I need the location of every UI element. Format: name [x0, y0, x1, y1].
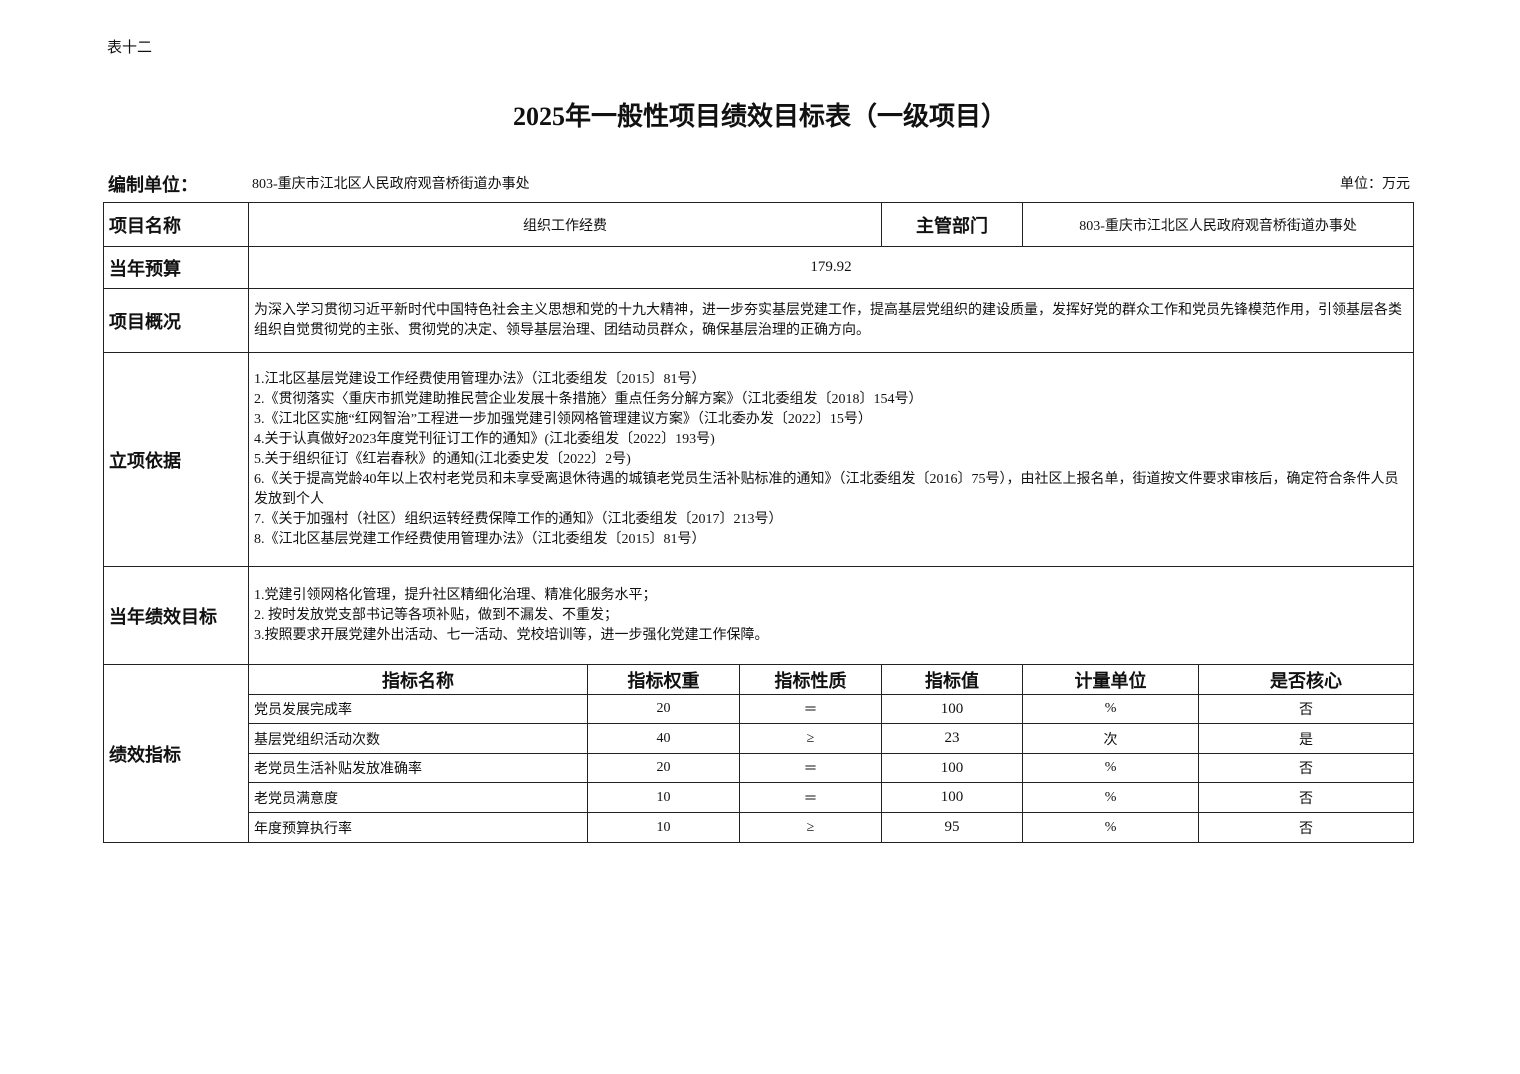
- indicator-name: 党员发展完成率: [248, 694, 588, 724]
- basis-label: 立项依据: [103, 352, 249, 567]
- indicator-nature: ≥: [738, 723, 883, 754]
- goal-item: 3.按照要求开展党建外出活动、七一活动、党校培训等，进一步强化党建工作保障。: [254, 627, 769, 643]
- project-name-label: 项目名称: [103, 202, 249, 247]
- unit-label: 单位：万元: [1340, 177, 1410, 192]
- header-core: 是否核心: [1198, 664, 1415, 695]
- indicator-core: 否: [1198, 753, 1415, 783]
- goal-item: 1.党建引领网格化管理，提升社区精细化治理、精准化服务水平；: [254, 587, 657, 603]
- indicator-value: 23: [881, 723, 1024, 754]
- indicator-unit: %: [1022, 782, 1200, 813]
- indicator-unit: %: [1022, 694, 1200, 724]
- table-row: 老党员生活补贴发放准确率 20 ＝ 100 % 否: [104, 753, 1415, 783]
- dept-label: 主管部门: [881, 202, 1024, 247]
- goal-item: 2. 按时发放党支部书记等各项补贴，做到不漏发、不重发；: [254, 607, 618, 623]
- goals-label: 当年绩效目标: [103, 566, 249, 665]
- indicator-name: 年度预算执行率: [248, 812, 588, 843]
- indicator-weight: 20: [587, 753, 740, 783]
- indicator-value: 95: [881, 812, 1024, 843]
- indicator-name: 老党员生活补贴发放准确率: [248, 753, 588, 783]
- indicator-unit: %: [1022, 753, 1200, 783]
- basis-item: 3.《江北区实施“红网智治”工程进一步加强党建引领网格管理建议方案》（江北委办发…: [254, 411, 872, 427]
- indicator-weight: 10: [587, 812, 740, 843]
- indicator-core: 否: [1198, 694, 1415, 724]
- indicator-name: 基层党组织活动次数: [248, 723, 588, 754]
- indicator-value: 100: [881, 753, 1024, 783]
- indicator-nature: ≥: [738, 812, 883, 843]
- org-label: 编制单位：: [108, 175, 198, 195]
- indicator-nature: ＝: [738, 694, 883, 724]
- table-row: 年度预算执行率 10 ≥ 95 % 否: [104, 812, 1415, 843]
- basis-list: 1.江北区基层党建设工作经费使用管理办法》（江北委组发〔2015〕81号） 2.…: [247, 352, 1415, 567]
- overview-label: 项目概况: [103, 288, 249, 353]
- budget-label: 当年预算: [103, 246, 249, 289]
- indicator-weight: 10: [587, 782, 740, 813]
- performance-table: 项目名称 组织工作经费 主管部门 803-重庆市江北区人民政府观音桥街道办事处 …: [103, 202, 1415, 843]
- header-indicator-name: 指标名称: [248, 664, 588, 695]
- goals-list: 1.党建引领网格化管理，提升社区精细化治理、精准化服务水平； 2. 按时发放党支…: [247, 566, 1415, 665]
- basis-item: 2.《贯彻落实〈重庆市抓党建助推民营企业发展十条措施〉重点任务分解方案》（江北委…: [254, 391, 923, 407]
- indicator-unit: 次: [1022, 723, 1200, 754]
- table-row: 党员发展完成率 20 ＝ 100 % 否: [104, 694, 1415, 724]
- indicator-core: 否: [1198, 812, 1415, 843]
- table-tag: 表十二: [107, 40, 153, 56]
- page-title: 2025年一般性项目绩效目标表（一级项目）: [512, 102, 1007, 131]
- indicator-core: 否: [1198, 782, 1415, 813]
- header-nature: 指标性质: [738, 664, 883, 695]
- dept-value: 803-重庆市江北区人民政府观音桥街道办事处: [1022, 202, 1415, 247]
- indicator-value: 100: [881, 782, 1024, 813]
- indicator-nature: ＝: [738, 753, 883, 783]
- header-value: 指标值: [881, 664, 1024, 695]
- table-row: 基层党组织活动次数 40 ≥ 23 次 是: [104, 723, 1415, 754]
- org-value: 803-重庆市江北区人民政府观音桥街道办事处: [252, 177, 530, 192]
- header-weight: 指标权重: [587, 664, 740, 695]
- project-name: 组织工作经费: [247, 202, 883, 247]
- indicator-core: 是: [1198, 723, 1415, 754]
- indicator-weight: 20: [587, 694, 740, 724]
- basis-item: 6.《关于提高党龄40年以上农村老党员和未享受离退休待遇的城镇老党员生活补贴标准…: [254, 471, 1399, 507]
- header-unit: 计量单位: [1022, 664, 1200, 695]
- indicator-nature: ＝: [738, 782, 883, 813]
- basis-item: 4.关于认真做好2023年度党刊征订工作的通知》(江北委组发〔2022〕193号…: [254, 431, 715, 447]
- indicator-unit: %: [1022, 812, 1200, 843]
- basis-item: 7.《关于加强村（社区）组织运转经费保障工作的通知》（江北委组发〔2017〕21…: [254, 511, 783, 527]
- indicator-weight: 40: [587, 723, 740, 754]
- basis-item: 1.江北区基层党建设工作经费使用管理办法》（江北委组发〔2015〕81号）: [254, 371, 706, 387]
- overview-text: 为深入学习贯彻习近平新时代中国特色社会主义思想和党的十九大精神，进一步夯实基层党…: [247, 288, 1415, 353]
- indicator-value: 100: [881, 694, 1024, 724]
- budget-value: 179.92: [247, 246, 1415, 289]
- indicators-label: 绩效指标: [103, 664, 249, 843]
- indicator-name: 老党员满意度: [248, 782, 588, 813]
- basis-item: 8.《江北区基层党建工作经费使用管理办法》（江北委组发〔2015〕81号）: [254, 531, 706, 547]
- table-row: 老党员满意度 10 ＝ 100 % 否: [104, 782, 1415, 813]
- basis-item: 5.关于组织征订《红岩春秋》的通知(江北委史发〔2022〕2号): [254, 451, 631, 467]
